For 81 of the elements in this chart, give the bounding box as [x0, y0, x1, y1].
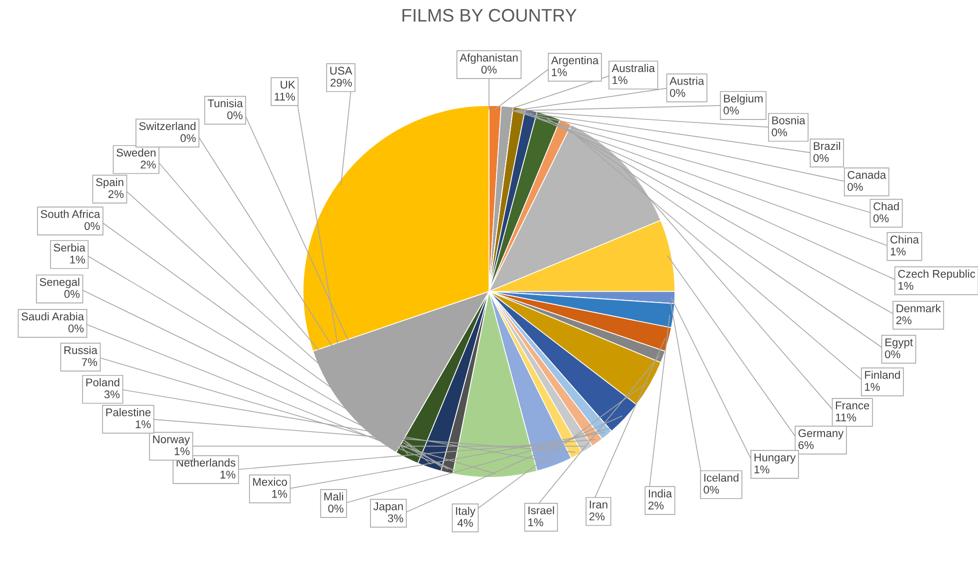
data-label: 1% [552, 68, 567, 76]
data-label: 11% [836, 414, 856, 422]
data-label: 1% [174, 447, 190, 456]
slice-label: Palestine [106, 408, 151, 416]
text: 0% [772, 128, 788, 136]
slice-label: Argentina [551, 56, 599, 66]
slice-label: Italy [456, 506, 476, 518]
slice-label: Mexico [253, 478, 287, 486]
text: 0% [227, 111, 242, 120]
slice-label: Russia [64, 346, 98, 354]
category-label: Saudi Arabia [22, 312, 84, 320]
data-label: 1% [754, 466, 770, 474]
slice-label: France [836, 402, 870, 410]
slice-label: Serbia [54, 243, 86, 252]
slice-label: Netherlands [176, 458, 236, 467]
data-label: 6% [798, 441, 814, 450]
data-label: 2% [140, 160, 156, 168]
text: 0% [84, 222, 100, 230]
category-label: Canada [848, 170, 886, 179]
data-label: 3% [388, 514, 404, 522]
data-label: 7% [82, 358, 98, 366]
text: 0% [68, 324, 84, 332]
data-label: 3% [104, 390, 120, 398]
text: 0% [704, 486, 719, 494]
category-label: Afghanistan [460, 53, 518, 64]
data-label: 4% [457, 519, 473, 527]
category-label: South Africa [40, 210, 100, 218]
data-label: 1% [220, 470, 236, 479]
slice-label: Australia [612, 64, 655, 72]
data-label: 1% [890, 248, 906, 256]
text: 0% [328, 504, 344, 512]
data-label: 1% [612, 76, 628, 84]
category-label: Senegal [40, 278, 80, 288]
category-label: Brazil [814, 142, 840, 150]
chart-title: FILMS BY COUNTRY [402, 8, 577, 22]
text: 0% [64, 290, 80, 298]
slice-label: Germany [798, 429, 844, 440]
slice-label: China [890, 235, 919, 244]
data-label: 1% [272, 490, 288, 498]
slice-label: Japan [373, 502, 403, 512]
data-label: 29% [330, 78, 352, 87]
text: 0% [481, 66, 497, 74]
data-label: 1% [898, 282, 914, 290]
data-label: 1% [136, 420, 151, 428]
category-label: Chad [874, 202, 899, 210]
data-label: 2% [648, 502, 664, 510]
slice-label: Israel [528, 506, 554, 514]
data-label: 2% [108, 190, 124, 198]
text: 0% [813, 154, 829, 162]
data-label: 11% [274, 92, 295, 101]
text: 0% [724, 106, 739, 114]
text: 0% [848, 182, 863, 191]
slice-label: USA [330, 66, 352, 75]
data-label: 1% [528, 518, 544, 526]
slice-label: Denmark [896, 304, 941, 312]
category-label: Mali [324, 492, 344, 501]
category-label: Austria [670, 76, 704, 85]
category-label: Tunisia [208, 99, 243, 108]
data-label: 1% [70, 256, 85, 264]
category-label: Bosnia [772, 116, 806, 124]
slice-label: Iran [590, 500, 608, 508]
text: 0% [670, 89, 686, 97]
text: 0% [884, 350, 900, 358]
data-label: 1% [865, 383, 880, 391]
category-label: Iceland [704, 474, 738, 482]
text: 0% [873, 214, 889, 222]
slice-label: Finland [865, 370, 900, 379]
slice-label: Poland [86, 378, 120, 386]
data-label: 2% [896, 316, 912, 324]
data-label: 2% [589, 512, 605, 520]
slice-label: Sweden [116, 148, 156, 157]
text: 0% [180, 134, 196, 142]
slice-label: Hungary [754, 454, 796, 464]
slice-label: India [648, 489, 672, 498]
slice-label: Czech Republic [898, 270, 976, 280]
category-label: Egypt [885, 338, 913, 348]
slice-label: UK [280, 80, 296, 89]
slice-label: Norway [153, 435, 190, 446]
category-label: Belgium [724, 94, 763, 105]
slice-label: Spain [96, 178, 124, 188]
category-label: Switzerland [139, 122, 196, 130]
